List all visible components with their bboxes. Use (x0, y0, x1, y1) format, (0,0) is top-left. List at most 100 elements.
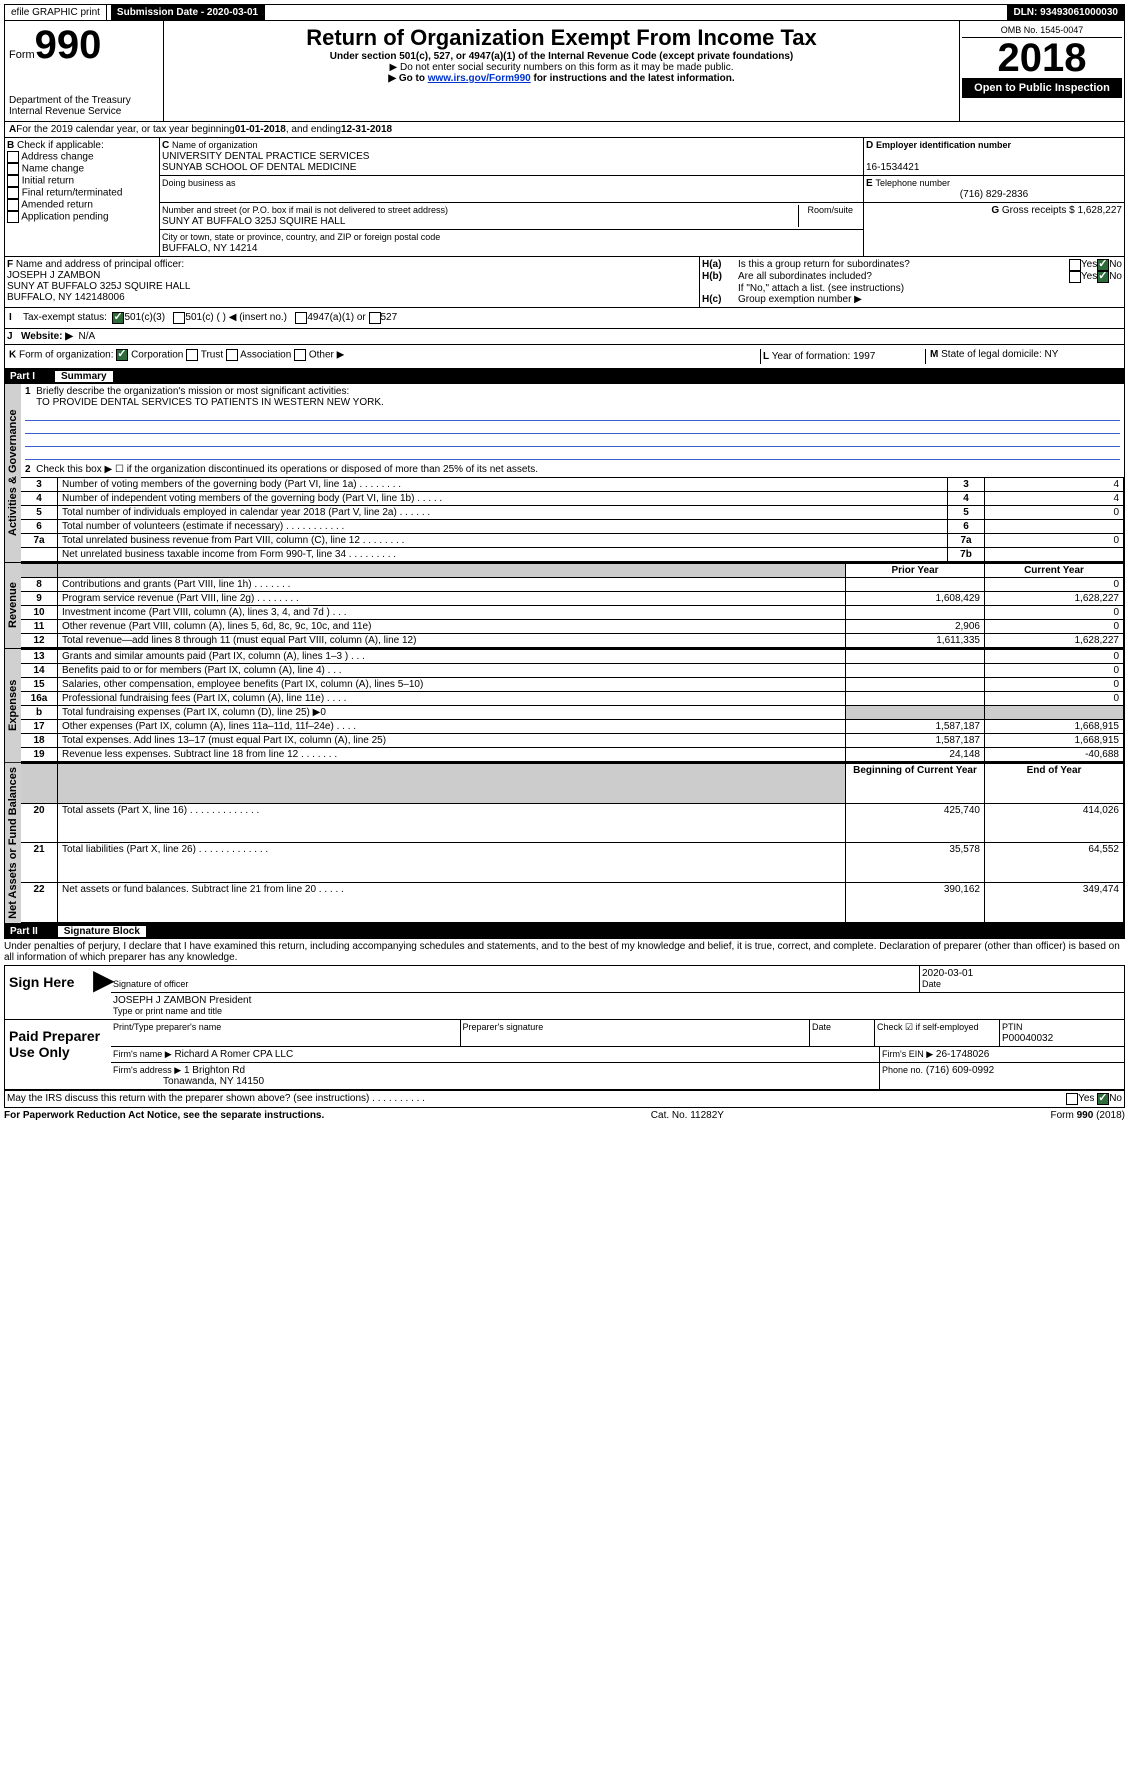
501c3-checkbox[interactable] (112, 312, 124, 324)
form990-link[interactable]: www.irs.gov/Form990 (428, 73, 531, 84)
4947-checkbox[interactable] (295, 312, 307, 324)
name-change-checkbox[interactable] (7, 163, 19, 175)
year-end: 12-31-2018 (341, 124, 392, 135)
app-pending-checkbox[interactable] (7, 211, 19, 223)
dln: DLN: 93493061000030 (1007, 5, 1124, 20)
firm-addr2: Tonawanda, NY 14150 (163, 1076, 264, 1087)
domicile-value: NY (1045, 349, 1059, 360)
assoc-checkbox[interactable] (226, 349, 238, 361)
part2-label: Part II (10, 926, 38, 937)
year-begin: 01-01-2018 (235, 124, 286, 135)
corp-checkbox[interactable] (116, 349, 128, 361)
officer-addr2: BUFFALO, NY 142148006 (7, 292, 125, 303)
dba-label: Doing business as (162, 178, 236, 188)
hc-label: Group exemption number ▶ (738, 294, 862, 305)
netassets-table: Beginning of Current YearEnd of Year20To… (21, 763, 1124, 923)
ein-value: 16-1534421 (866, 162, 919, 173)
part1-title: Summary (55, 371, 113, 382)
ha-label: Is this a group return for subordinates? (738, 259, 1069, 271)
ha-yes: Yes (1081, 259, 1097, 271)
firm-ein: 26-1748026 (936, 1049, 989, 1060)
form-number: 990 (35, 23, 102, 67)
year-formation-value: 1997 (853, 351, 875, 362)
h-attach: If "No," attach a list. (see instruction… (702, 283, 1122, 294)
ptin-label: PTIN (1002, 1022, 1023, 1032)
sign-here-label: Sign Here (5, 966, 93, 1019)
501c-checkbox[interactable] (173, 312, 185, 324)
final-return-label: Final return/terminated (22, 188, 123, 199)
perjury-text: Under penalties of perjury, I declare th… (4, 939, 1125, 965)
hb-label: Are all subordinates included? (738, 271, 1069, 283)
final-return-checkbox[interactable] (7, 187, 19, 199)
sig-date-label: Date (922, 979, 941, 989)
efile-label[interactable]: efile GRAPHIC print (5, 5, 107, 20)
527-checkbox[interactable] (369, 312, 381, 324)
year-text-a: For the 2019 calendar year, or tax year … (16, 124, 234, 135)
firm-addr-label: Firm's address ▶ (113, 1065, 181, 1075)
table-row: 11Other revenue (Part VIII, column (A), … (21, 620, 1124, 634)
discuss-no-checkbox[interactable] (1097, 1093, 1109, 1105)
table-row: 6Total number of volunteers (estimate if… (21, 520, 1124, 534)
other-checkbox[interactable] (294, 349, 306, 361)
side-revenue: Revenue (5, 563, 21, 648)
addr-change-checkbox[interactable] (7, 151, 19, 163)
amended-return-checkbox[interactable] (7, 199, 19, 211)
table-row: 15Salaries, other compensation, employee… (21, 678, 1124, 692)
part2-header: Part II Signature Block (4, 924, 1125, 939)
line-a: A For the 2019 calendar year, or tax yea… (4, 122, 1125, 138)
501c-label: 501(c) ( ) ◀ (insert no.) (185, 312, 287, 324)
table-row: 9Program service revenue (Part VIII, lin… (21, 592, 1124, 606)
hb-yes-checkbox[interactable] (1069, 271, 1081, 283)
prep-sig-label: Preparer's signature (463, 1022, 544, 1032)
discuss-text: May the IRS discuss this return with the… (7, 1093, 1066, 1105)
table-row: 22Net assets or fund balances. Subtract … (21, 883, 1124, 923)
form-org-row: K Form of organization: Corporation Trus… (4, 345, 1125, 369)
street-address: SUNY AT BUFFALO 325J SQUIRE HALL (162, 216, 345, 227)
self-employed-label: Check ☑ if self-employed (877, 1022, 979, 1032)
table-row: 19Revenue less expenses. Subtract line 1… (21, 748, 1124, 762)
table-row: 10Investment income (Part VIII, column (… (21, 606, 1124, 620)
revenue-section: Revenue Prior YearCurrent Year8Contribut… (4, 563, 1125, 649)
corp-label: Corporation (131, 350, 183, 361)
governance-table: 3Number of voting members of the governi… (21, 477, 1124, 562)
initial-return-label: Initial return (22, 176, 74, 187)
table-row: 18Total expenses. Add lines 13–17 (must … (21, 734, 1124, 748)
cat-no: Cat. No. 11282Y (651, 1110, 724, 1121)
subtitle-2: ▶ Do not enter social security numbers o… (168, 62, 955, 73)
footer: For Paperwork Reduction Act Notice, see … (4, 1108, 1125, 1123)
ha-no: No (1109, 259, 1122, 271)
discuss-yes: Yes (1078, 1093, 1094, 1105)
gross-label: Gross receipts $ (1002, 205, 1075, 216)
hb-no-checkbox[interactable] (1097, 271, 1109, 283)
tax-year: 2018 (962, 38, 1122, 78)
table-row: 5Total number of individuals employed in… (21, 506, 1124, 520)
trust-checkbox[interactable] (186, 349, 198, 361)
netassets-section: Net Assets or Fund Balances Beginning of… (4, 763, 1125, 924)
table-row: 21Total liabilities (Part X, line 26) . … (21, 843, 1124, 883)
gross-value: 1,628,227 (1078, 205, 1123, 216)
goto-suffix: for instructions and the latest informat… (531, 73, 735, 84)
app-pending-label: Application pending (21, 212, 108, 223)
addr-label: Number and street (or P.O. box if mail i… (162, 205, 448, 215)
side-governance: Activities & Governance (5, 384, 21, 562)
discuss-yes-checkbox[interactable] (1066, 1093, 1078, 1105)
addr-change-label: Address change (21, 152, 93, 163)
table-row: bTotal fundraising expenses (Part IX, co… (21, 706, 1124, 720)
officer-group-block: F Name and address of principal officer:… (4, 257, 1125, 308)
initial-return-checkbox[interactable] (7, 175, 19, 187)
prep-date-label: Date (812, 1022, 831, 1032)
tax-exempt-label: Tax-exempt status: (23, 312, 107, 324)
ha-yes-checkbox[interactable] (1069, 259, 1081, 271)
org-name-1: UNIVERSITY DENTAL PRACTICE SERVICES (162, 151, 369, 162)
entity-block: B Check if applicable: Address change Na… (4, 138, 1125, 257)
q2-text: Check this box ▶ ☐ if the organization d… (36, 464, 538, 475)
ein-label: Employer identification number (876, 140, 1011, 150)
firm-phone: (716) 609-0992 (926, 1065, 994, 1076)
side-netassets: Net Assets or Fund Balances (5, 763, 21, 923)
officer-addr1: SUNY AT BUFFALO 325J SQUIRE HALL (7, 281, 190, 292)
officer-label: Name and address of principal officer: (16, 259, 184, 270)
irs-label: Internal Revenue Service (9, 106, 159, 117)
open-public-badge: Open to Public Inspection (962, 78, 1122, 98)
table-row: 12Total revenue—add lines 8 through 11 (… (21, 634, 1124, 648)
city-value: BUFFALO, NY 14214 (162, 243, 257, 254)
